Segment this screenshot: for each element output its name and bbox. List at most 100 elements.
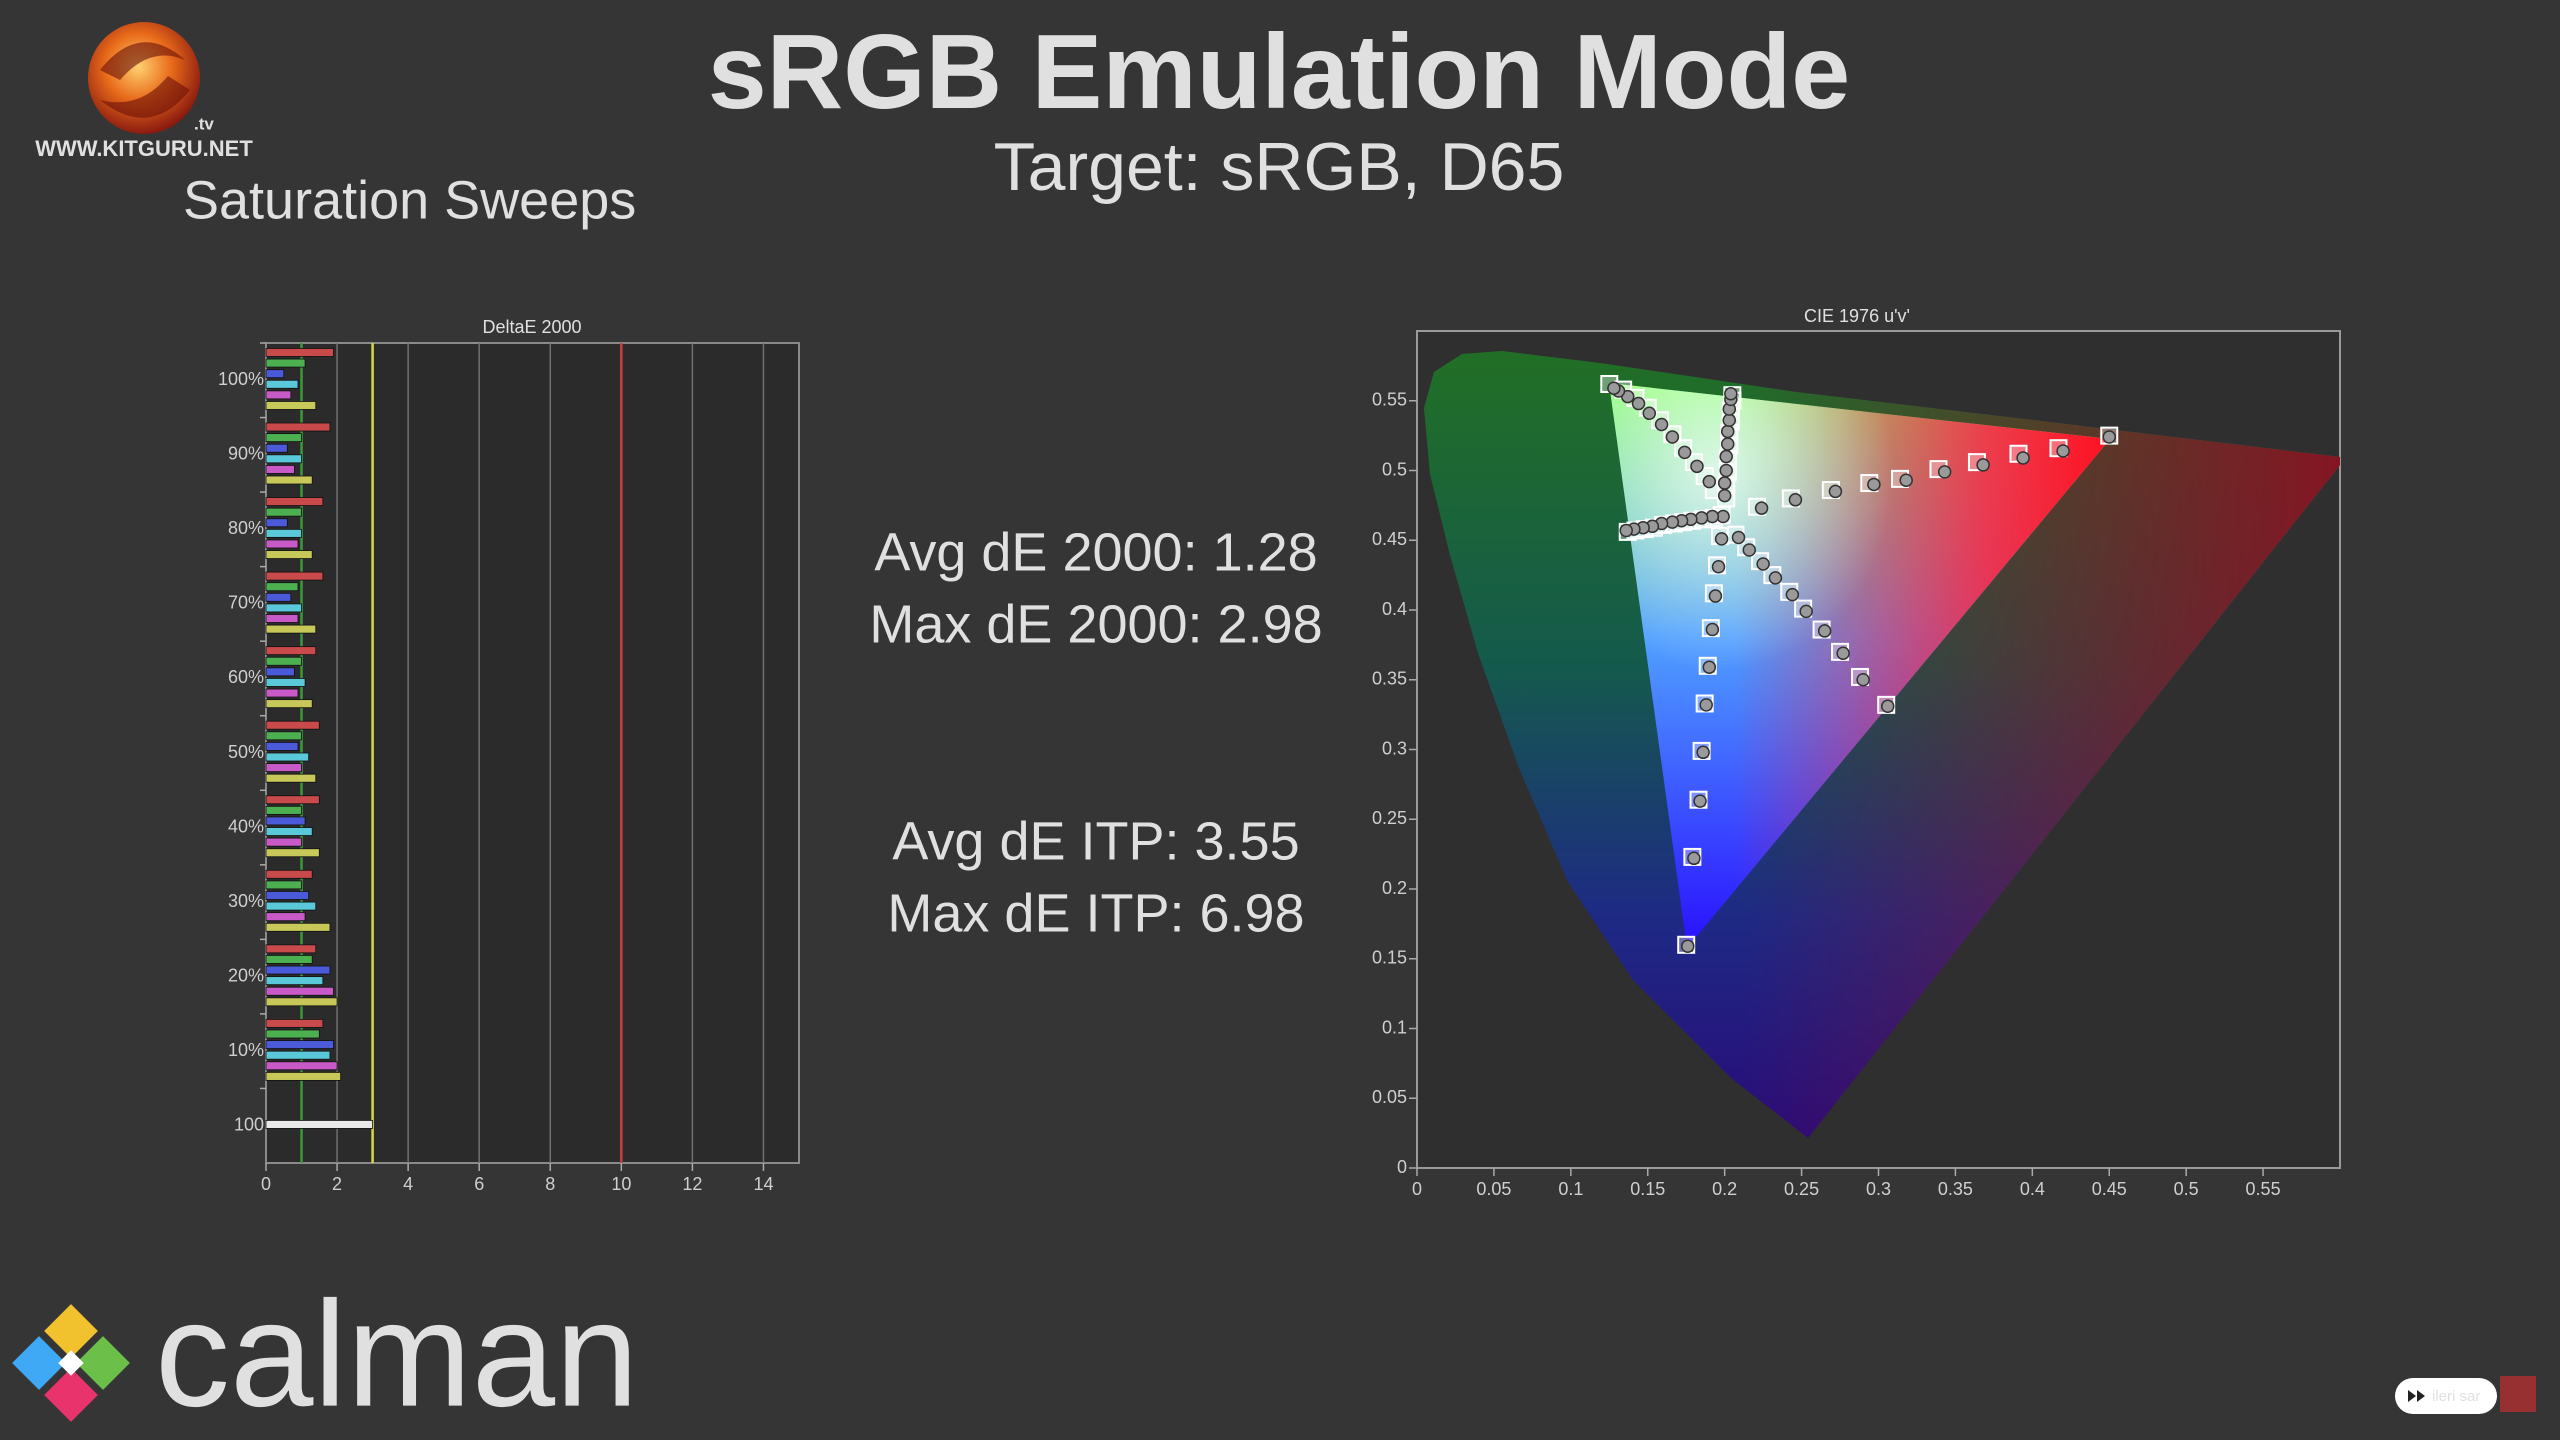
marks: 0 2 4 6 8 10 12 14 100% 90% 80% 70% 60% 50% 40% 30% 20% 1…: [218, 342, 2281, 1199]
measured-marker: [1708, 589, 1723, 603]
logo-swirl-arm: [100, 42, 185, 80]
bar: [265, 1018, 324, 1028]
bar: [265, 443, 288, 453]
bar: [265, 731, 302, 741]
x-tick-label: 6: [474, 1174, 484, 1194]
subtitle: Target: sRGB, D65: [994, 129, 1565, 205]
x-tick-label: 14: [753, 1174, 773, 1194]
measured-marker: [1702, 660, 1717, 674]
stat: Avg dE ITP: 3.55: [892, 811, 1299, 871]
x-tick-label: 8: [545, 1174, 555, 1194]
bar: [265, 997, 338, 1007]
logo-suffix: .tv: [194, 114, 214, 133]
x-tick-label: 0.45: [2092, 1179, 2127, 1199]
y-tick-label: 0.3: [1382, 738, 1407, 758]
bar: [265, 773, 317, 783]
y-tick-label: 0.15: [1372, 948, 1407, 968]
channel-icon: [2500, 1376, 2536, 1412]
measured-marker: [1687, 851, 1701, 866]
logo-swirl-arm: [100, 76, 190, 118]
bar: [265, 688, 299, 698]
bar: [265, 922, 331, 932]
y-tick-label: 60%: [228, 667, 264, 687]
measured-marker: [2016, 451, 2030, 465]
measured-marker: [1719, 449, 1733, 464]
y-tick-label: 30%: [228, 891, 264, 911]
bar: [265, 582, 299, 592]
measured-marker: [1880, 699, 1895, 714]
skip-button[interactable]: [2395, 1378, 2497, 1414]
x-tick-label: 0.25: [1784, 1179, 1819, 1199]
stat: Avg dE 2000: 1.28: [874, 522, 1317, 582]
bar: [265, 1071, 342, 1081]
srgb-triangle-white: [1609, 383, 2110, 948]
measured-marker: [1699, 698, 1713, 712]
y-tick-label: 0.35: [1372, 669, 1407, 689]
bar: [265, 603, 302, 613]
measured-marker: [1724, 387, 1738, 401]
y-tick-label: 0.2: [1382, 878, 1407, 898]
measured-marker: [1976, 458, 1990, 472]
bar: [265, 518, 288, 528]
bar: [265, 454, 302, 464]
measured-marker: [1828, 484, 1843, 499]
measured-marker: [1607, 381, 1621, 395]
measured-marker: [1731, 530, 1746, 545]
bar: [265, 805, 302, 815]
cie-chart-title: CIE 1976 u'v': [1804, 306, 1910, 326]
y-tick-label: 0.1: [1382, 1017, 1407, 1037]
bar: [265, 614, 299, 623]
bar-plot-area: [265, 342, 800, 1164]
measured-marker: [1817, 624, 1832, 638]
measured-marker: [1836, 646, 1850, 660]
bar: [265, 497, 324, 506]
measured-marker: [1714, 532, 1729, 546]
bar: [265, 1029, 320, 1039]
y-tick-label: 0.5: [1382, 459, 1407, 479]
brand: calman: [155, 1270, 639, 1438]
x-tick-label: 0.35: [1938, 1179, 1973, 1199]
y-tick-label: 0.45: [1372, 529, 1407, 549]
measured-marker: [1677, 445, 1692, 460]
bar: [265, 1120, 373, 1129]
bar: [265, 571, 324, 581]
bar: [265, 678, 306, 687]
y-tick-label: 0.25: [1372, 808, 1407, 828]
bar: [265, 433, 302, 443]
bar: [265, 944, 317, 954]
bar: [265, 539, 299, 549]
x-tick-label: 4: [403, 1174, 413, 1194]
x-tick-label: 0.2: [1712, 1179, 1737, 1199]
bar: [265, 422, 331, 432]
measured-marker: [1642, 406, 1657, 421]
bar: [265, 986, 334, 996]
x-tick-label: 0.3: [1866, 1179, 1891, 1199]
measured-marker: [1711, 560, 1726, 574]
y-tick-label: 0.55: [1372, 390, 1407, 410]
skip-label[interactable]: ileri sar: [2432, 1388, 2480, 1405]
skip-icon: [2408, 1390, 2425, 1402]
bar: [265, 955, 313, 964]
logo-site: WWW.KITGURU.NET: [35, 136, 253, 161]
bar-chart-title: DeltaE 2000: [482, 317, 581, 337]
measured-marker: [1665, 430, 1680, 444]
bar: [265, 795, 320, 805]
measured-marker: [2056, 444, 2070, 458]
y-tick-label: 80%: [228, 518, 264, 538]
bar: [265, 646, 317, 656]
x-tick-label: 2: [332, 1174, 342, 1194]
bar: [265, 837, 302, 847]
stat: Max dE 2000: 2.98: [869, 594, 1322, 654]
measured-marker: [1937, 465, 1952, 479]
bar: [265, 550, 313, 559]
measured-marker: [1856, 673, 1870, 687]
x-tick-label: 0: [261, 1174, 271, 1194]
bar: [265, 1040, 334, 1049]
calman-logo: [12, 1304, 130, 1422]
measured-marker: [1717, 488, 1732, 503]
bar: [265, 465, 295, 474]
measured-marker: [1717, 476, 1732, 490]
y-tick-label: 0: [1397, 1157, 1407, 1177]
